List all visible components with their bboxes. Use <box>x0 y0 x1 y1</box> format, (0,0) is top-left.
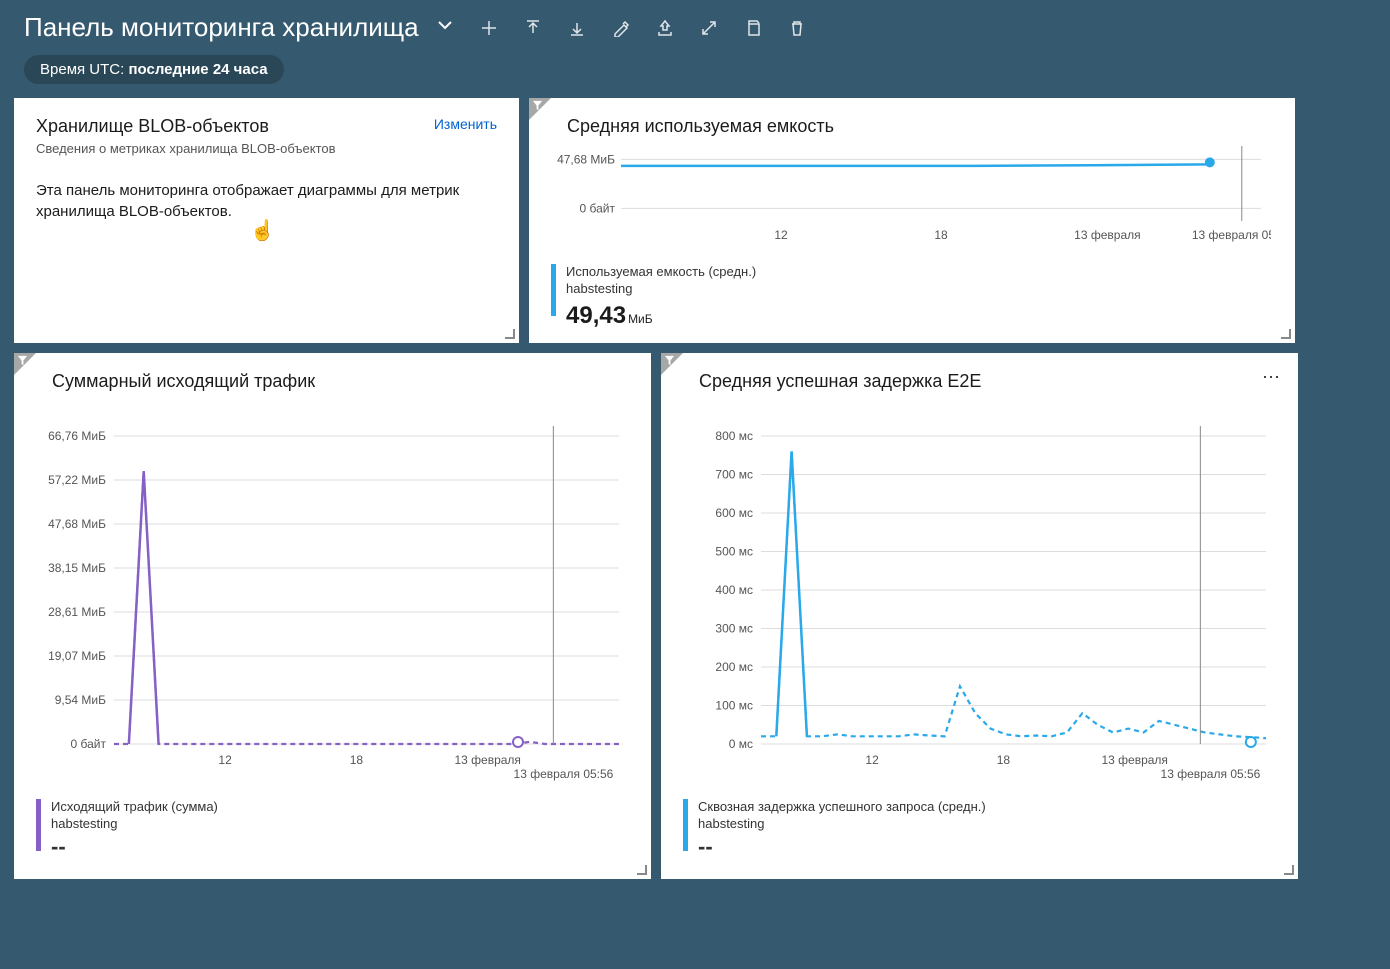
svg-text:12: 12 <box>774 228 788 242</box>
capacity-legend: Используемая емкость (средн.) habstestin… <box>551 264 1273 331</box>
title-dropdown-icon[interactable] <box>437 17 453 38</box>
upload-icon[interactable] <box>523 18 543 38</box>
svg-text:13 февраля: 13 февраля <box>1101 753 1167 767</box>
card-latency: ⋯ Средняя успешная задержка E2E 800 мс 70… <box>661 353 1298 879</box>
copy-icon[interactable] <box>743 18 763 38</box>
share-icon[interactable] <box>655 18 675 38</box>
edit-link[interactable]: Изменить <box>434 116 497 132</box>
svg-text:600 мс: 600 мс <box>715 506 753 520</box>
svg-text:47,68 МиБ: 47,68 МиБ <box>557 152 615 166</box>
dashboard-header: Панель мониторинга хранилища <box>0 0 1390 51</box>
svg-text:400 мс: 400 мс <box>715 583 753 597</box>
latency-title: Средняя успешная задержка E2E <box>699 371 1276 392</box>
svg-text:66,76 МиБ: 66,76 МиБ <box>48 429 106 443</box>
svg-text:18: 18 <box>997 753 1011 767</box>
info-card-title: Хранилище BLOB-объектов <box>36 116 497 137</box>
svg-text:13 февраля 05:56: 13 февраля 05:56 <box>514 767 614 781</box>
svg-text:9,54 МиБ: 9,54 МиБ <box>55 693 106 707</box>
capacity-chart: 47,68 МиБ 0 байт 12 18 13 февраля 13 февраля … <box>551 141 1271 251</box>
card-capacity: Средняя используемая емкость 47,68 МиБ 0 … <box>529 98 1295 343</box>
svg-text:100 мс: 100 мс <box>715 699 753 713</box>
svg-text:700 мс: 700 мс <box>715 468 753 482</box>
svg-text:800 мс: 800 мс <box>715 429 753 443</box>
svg-text:12: 12 <box>218 753 232 767</box>
svg-text:57,22 МиБ: 57,22 МиБ <box>48 473 106 487</box>
svg-text:0 байт: 0 байт <box>580 201 616 215</box>
info-card-subtitle: Сведения о метриках хранилища BLOB-объек… <box>36 141 497 156</box>
svg-text:12: 12 <box>865 753 879 767</box>
edit-icon[interactable] <box>611 18 631 38</box>
filter-icon[interactable] <box>17 355 28 369</box>
more-icon[interactable]: ⋯ <box>1262 367 1280 388</box>
latency-legend: Сквозная задержка успешного запроса (сре… <box>683 799 1276 861</box>
svg-text:200 мс: 200 мс <box>715 660 753 674</box>
dashboard-title: Панель мониторинга хранилища <box>24 12 419 43</box>
egress-title: Суммарный исходящий трафик <box>52 371 629 392</box>
card-blob-info: Изменить Хранилище BLOB-объектов Сведени… <box>14 98 519 343</box>
svg-text:13 февраля: 13 февраля <box>1074 228 1140 242</box>
capacity-title: Средняя используемая емкость <box>567 116 1273 137</box>
fullscreen-icon[interactable] <box>699 18 719 38</box>
cursor-hand-icon: ☝ <box>250 218 275 243</box>
time-range-pill[interactable]: Время UTC: последние 24 часа <box>24 55 284 84</box>
svg-text:13 февраля 05:56: 13 февраля 05:56 <box>1161 767 1261 781</box>
download-icon[interactable] <box>567 18 587 38</box>
egress-legend: Исходящий трафик (сумма) habstesting -- <box>36 799 629 861</box>
svg-text:0 байт: 0 байт <box>71 737 107 751</box>
svg-text:300 мс: 300 мс <box>715 622 753 636</box>
svg-text:0 мс: 0 мс <box>729 737 753 751</box>
svg-text:19,07 МиБ: 19,07 МиБ <box>48 649 106 663</box>
add-icon[interactable] <box>479 18 499 38</box>
info-card-desc: Эта панель мониторинга отображает диагра… <box>36 180 497 222</box>
svg-text:18: 18 <box>350 753 364 767</box>
svg-text:13 февраля 05:56: 13 февраля 05:56 <box>1192 228 1271 242</box>
latency-chart: 800 мс 700 мс 600 мс 500 мс 400 мс 300 мс 200 … <box>683 396 1278 786</box>
svg-text:13 февраля: 13 февраля <box>454 753 520 767</box>
delete-icon[interactable] <box>787 18 807 38</box>
filter-icon[interactable] <box>664 355 675 369</box>
egress-chart: 66,76 МиБ 57,22 МиБ 47,68 МиБ 38,15 МиБ 28,6… <box>36 396 631 786</box>
filter-icon[interactable] <box>532 100 543 114</box>
card-egress: Суммарный исходящий трафик 66,76 МиБ 57,2… <box>14 353 651 879</box>
svg-text:18: 18 <box>934 228 948 242</box>
svg-text:28,61 МиБ: 28,61 МиБ <box>48 605 106 619</box>
svg-text:500 мс: 500 мс <box>715 545 753 559</box>
svg-text:38,15 МиБ: 38,15 МиБ <box>48 561 106 575</box>
svg-text:47,68 МиБ: 47,68 МиБ <box>48 517 106 531</box>
